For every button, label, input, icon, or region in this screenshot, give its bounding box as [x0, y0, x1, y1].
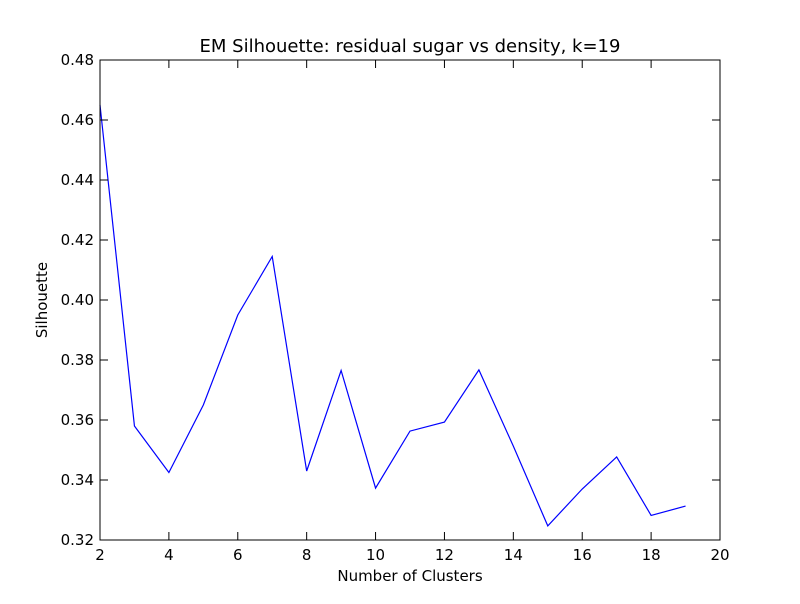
plot-area — [100, 60, 720, 540]
x-tick-label: 16 — [573, 546, 592, 564]
y-tick-label: 0.40 — [61, 291, 94, 309]
x-tick-label: 8 — [302, 546, 312, 564]
series-layer — [99, 104, 686, 527]
tick-layer: 2 4 6 8 10 12 14 16 18 20 0.32 0.34 0.36 0.38 0.40 0.42… — [61, 51, 730, 564]
plot-frame — [99, 59, 721, 541]
y-tick-label: 0.46 — [61, 111, 94, 129]
x-tick-label: 4 — [164, 546, 174, 564]
x-tick-label: 14 — [504, 546, 523, 564]
x-axis-label: Number of Clusters — [337, 567, 482, 585]
chart-title: EM Silhouette: residual sugar vs density… — [200, 36, 621, 57]
x-tick-label: 6 — [233, 546, 243, 564]
x-tick-label: 18 — [642, 546, 661, 564]
y-tick-label: 0.38 — [61, 351, 94, 369]
x-tick-label: 20 — [710, 546, 729, 564]
y-axis-label: Silhouette — [33, 262, 51, 338]
y-tick-label: 0.42 — [61, 231, 94, 249]
y-tick-label: 0.44 — [61, 171, 94, 189]
y-tick-label: 0.36 — [61, 411, 94, 429]
x-tick-label: 2 — [95, 546, 105, 564]
x-tick-label: 10 — [366, 546, 385, 564]
y-tick-label: 0.48 — [61, 51, 94, 69]
y-tick-label: 0.34 — [61, 471, 94, 489]
y-tick-label: 0.32 — [61, 531, 94, 549]
x-tick-label: 12 — [435, 546, 454, 564]
series-line — [99, 104, 686, 527]
